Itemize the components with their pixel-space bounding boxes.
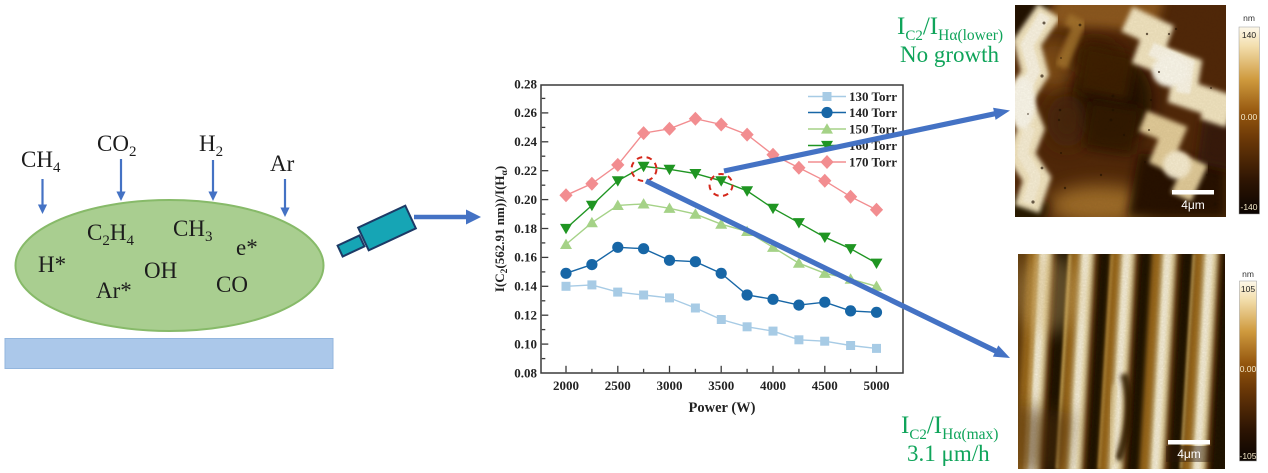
svg-text:0.00: 0.00 — [1240, 364, 1257, 374]
svg-text:2000: 2000 — [553, 378, 579, 393]
svg-text:CH4: CH4 — [21, 147, 61, 176]
svg-text:170 Torr: 170 Torr — [849, 155, 897, 170]
svg-text:0.22: 0.22 — [514, 163, 537, 178]
svg-text:0.14: 0.14 — [514, 279, 537, 294]
svg-text:IC2/IHα(lower): IC2/IHα(lower) — [897, 13, 1003, 44]
svg-text:OH: OH — [144, 258, 177, 283]
svg-text:Ar*: Ar* — [96, 278, 132, 303]
svg-text:0.24: 0.24 — [514, 134, 537, 149]
svg-text:4μm: 4μm — [1177, 447, 1201, 461]
svg-text:-105: -105 — [1239, 451, 1256, 461]
svg-text:-140: -140 — [1240, 202, 1257, 212]
svg-text:3000: 3000 — [657, 378, 683, 393]
svg-text:0.20: 0.20 — [514, 192, 537, 207]
svg-text:e*: e* — [236, 235, 258, 260]
svg-text:4000: 4000 — [760, 378, 786, 393]
svg-text:0.26: 0.26 — [514, 105, 537, 120]
svg-text:Power (W): Power (W) — [689, 400, 756, 416]
svg-text:0.00: 0.00 — [1241, 112, 1258, 122]
svg-text:Ar: Ar — [270, 151, 295, 176]
svg-text:140 Torr: 140 Torr — [849, 105, 897, 120]
svg-text:H2: H2 — [199, 131, 223, 160]
svg-text:2500: 2500 — [605, 378, 631, 393]
svg-text:I(C2(562.91 nm))/I(Hα): I(C2(562.91 nm))/I(Hα) — [492, 166, 510, 292]
svg-text:CO2: CO2 — [97, 131, 136, 160]
svg-text:0.08: 0.08 — [514, 365, 537, 380]
svg-text:5000: 5000 — [864, 378, 890, 393]
svg-text:105: 105 — [1241, 284, 1255, 294]
svg-text:4μm: 4μm — [1181, 198, 1205, 212]
svg-text:CO: CO — [216, 272, 248, 297]
svg-text:H*: H* — [38, 252, 66, 277]
svg-text:0.18: 0.18 — [514, 221, 537, 236]
svg-text:150 Torr: 150 Torr — [849, 122, 897, 137]
svg-text:0.16: 0.16 — [514, 250, 537, 265]
svg-text:3.1 μm/h: 3.1 μm/h — [907, 441, 990, 466]
svg-text:IC2/IHα(max): IC2/IHα(max) — [901, 412, 998, 443]
svg-text:No growth: No growth — [900, 42, 1000, 67]
svg-text:3500: 3500 — [708, 378, 734, 393]
svg-text:nm: nm — [1243, 13, 1255, 23]
svg-text:0.10: 0.10 — [514, 336, 537, 351]
svg-text:0.28: 0.28 — [514, 76, 537, 91]
svg-text:130 Torr: 130 Torr — [849, 89, 897, 104]
svg-text:140: 140 — [1242, 30, 1256, 40]
svg-text:nm: nm — [1242, 269, 1254, 279]
svg-text:4500: 4500 — [812, 378, 838, 393]
svg-text:0.12: 0.12 — [514, 308, 537, 323]
